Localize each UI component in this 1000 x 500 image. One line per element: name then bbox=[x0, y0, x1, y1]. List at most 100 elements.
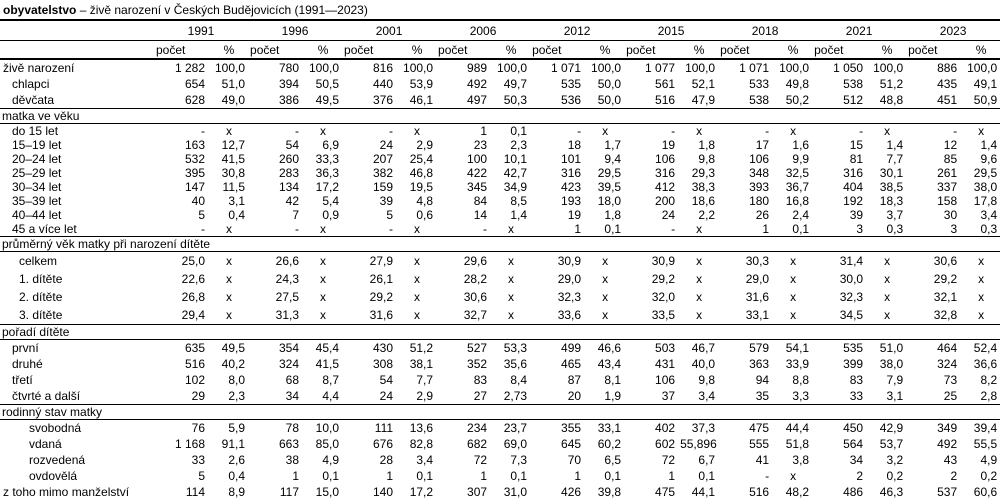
percent-cell: 69,0 bbox=[503, 437, 528, 451]
percent-cell: x bbox=[978, 124, 985, 138]
percent-cell: 50,3 bbox=[503, 93, 528, 107]
count-cell: 43 bbox=[943, 453, 958, 467]
count-cell: 28,2 bbox=[463, 272, 488, 286]
count-cell: 352 bbox=[467, 357, 488, 371]
count-cell: 503 bbox=[655, 341, 676, 355]
percent-cell: 53,3 bbox=[503, 341, 528, 355]
row-label: 3. dítěte bbox=[19, 308, 63, 322]
count-cell: 602 bbox=[655, 437, 676, 451]
percent-cell: x bbox=[508, 254, 515, 268]
percent-cell: x bbox=[226, 222, 232, 236]
percent-cell: 3,8 bbox=[792, 453, 810, 467]
count-cell: 535 bbox=[561, 77, 582, 91]
count-cell: 555 bbox=[749, 437, 770, 451]
count-cell: 24 bbox=[379, 138, 394, 152]
count-cell: - bbox=[765, 469, 770, 483]
table-row: rozvedená 33 2,6 38 4,9 28 3,4 72 7,3 70 6,5 72 6,7 4… bbox=[0, 452, 1000, 468]
count-cell: 516 bbox=[749, 485, 770, 499]
percent-cell: 39,4 bbox=[973, 421, 998, 435]
percent-cell: 4,8 bbox=[416, 194, 434, 208]
count-cell: 25 bbox=[943, 389, 958, 403]
percent-cell: 5,9 bbox=[228, 421, 246, 435]
count-cell: 37 bbox=[661, 389, 676, 403]
percent-cell: 29,5 bbox=[597, 166, 622, 180]
count-cell: 431 bbox=[655, 357, 676, 371]
percent-cell: x bbox=[414, 272, 421, 286]
percent-cell: 5,4 bbox=[322, 194, 340, 208]
count-cell: 35 bbox=[755, 389, 770, 403]
percent-cell: 38,0 bbox=[973, 180, 998, 194]
table-row: ovdovělá 5 0,4 1 0,1 1 0,1 1 0,1 1 0,1 1 0,1 - x 2 0,2 2 0… bbox=[0, 468, 1000, 484]
year-header: 2023 bbox=[906, 21, 1000, 41]
count-cell: 73 bbox=[943, 373, 958, 387]
percent-cell: 9,6 bbox=[980, 152, 998, 166]
percent-cell: x bbox=[884, 290, 891, 304]
percent-cell: 0,1 bbox=[322, 469, 340, 483]
table-row: 30–34 let 147 11,5 134 17,2 159 19,5 345 34,9 423… bbox=[0, 180, 1000, 194]
subheader-percent: % bbox=[680, 40, 719, 60]
percent-cell: 8,0 bbox=[228, 373, 246, 387]
count-cell: 989 bbox=[467, 61, 488, 75]
count-cell: 14 bbox=[473, 208, 488, 222]
count-cell: 499 bbox=[561, 341, 582, 355]
count-cell: 30,9 bbox=[557, 254, 582, 268]
count-cell: 1 bbox=[480, 124, 488, 138]
count-cell: 564 bbox=[843, 437, 864, 451]
count-cell: 207 bbox=[373, 152, 394, 166]
percent-cell: 51,0 bbox=[221, 77, 246, 91]
table-row: 3. dítěte 29,4 x 31,3 x 31,6 x 32,7 x 33,6 x 33,5 x 3… bbox=[0, 306, 1000, 325]
row-label: 15–19 let bbox=[12, 138, 62, 152]
percent-cell: x bbox=[226, 308, 232, 322]
percent-cell: 0,2 bbox=[980, 469, 998, 483]
count-cell: 492 bbox=[937, 437, 958, 451]
percent-cell: x bbox=[696, 290, 703, 304]
page-title: obyvatelstvo – živě narození v Českých B… bbox=[0, 0, 1000, 21]
percent-cell: 52,1 bbox=[691, 77, 716, 91]
percent-cell: 2,9 bbox=[416, 138, 434, 152]
row-label: vdaná bbox=[29, 437, 62, 451]
percent-cell: 9,8 bbox=[698, 152, 716, 166]
percent-cell: 55,5 bbox=[973, 437, 998, 451]
percent-cell: x bbox=[884, 272, 891, 286]
percent-cell: 43,4 bbox=[597, 357, 622, 371]
count-cell: 283 bbox=[278, 166, 300, 180]
percent-cell: 4,9 bbox=[980, 453, 998, 467]
percent-cell: 17,8 bbox=[973, 194, 998, 208]
percent-cell: 2,73 bbox=[503, 389, 528, 403]
percent-cell: x bbox=[978, 308, 985, 322]
percent-cell: 0,6 bbox=[416, 208, 434, 222]
percent-cell: 18,0 bbox=[597, 194, 622, 208]
count-cell: 1 077 bbox=[645, 61, 676, 75]
count-cell: 886 bbox=[937, 61, 958, 75]
count-cell: 516 bbox=[655, 93, 676, 107]
percent-cell: x bbox=[790, 272, 797, 286]
count-cell: 26,6 bbox=[275, 254, 300, 268]
count-cell: 316 bbox=[655, 166, 676, 180]
count-cell: 29,0 bbox=[557, 272, 582, 286]
corner-cell bbox=[0, 21, 154, 41]
percent-cell: 52,4 bbox=[973, 341, 998, 355]
percent-cell: x bbox=[790, 308, 797, 322]
count-cell: 68 bbox=[285, 373, 300, 387]
count-cell: 475 bbox=[749, 421, 770, 435]
count-cell: 533 bbox=[749, 77, 770, 91]
row-label: 45 a více let bbox=[12, 222, 77, 236]
percent-cell: x bbox=[884, 308, 891, 322]
row-label: čtvrté a další bbox=[12, 389, 81, 403]
count-cell: 83 bbox=[473, 373, 488, 387]
percent-cell: 51,0 bbox=[879, 341, 904, 355]
subheader-percent: % bbox=[304, 40, 343, 60]
percent-cell: 50,9 bbox=[973, 93, 998, 107]
count-cell: 422 bbox=[467, 166, 488, 180]
count-cell: - bbox=[765, 124, 770, 138]
percent-cell: 0,4 bbox=[228, 469, 246, 483]
percent-cell: x bbox=[226, 124, 232, 138]
count-cell: 28 bbox=[379, 453, 394, 467]
percent-cell: x bbox=[602, 254, 609, 268]
count-cell: 5 bbox=[386, 208, 394, 222]
count-cell: 34 bbox=[849, 453, 864, 467]
count-cell: 261 bbox=[937, 166, 958, 180]
count-cell: 399 bbox=[843, 357, 864, 371]
subheader-count: počet bbox=[812, 40, 869, 60]
count-cell: 78 bbox=[285, 421, 300, 435]
